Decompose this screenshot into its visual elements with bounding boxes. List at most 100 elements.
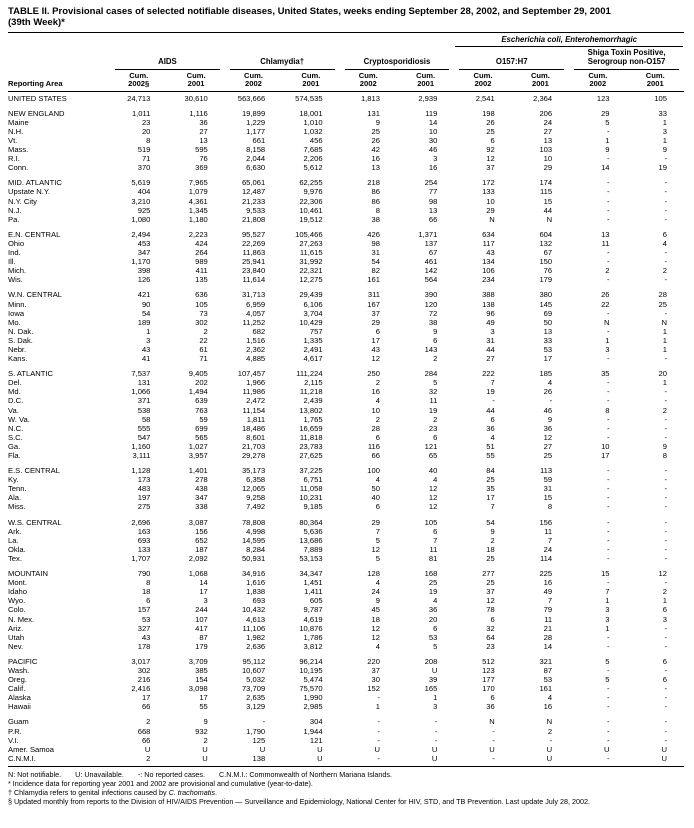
- row-value: 302: [195, 317, 208, 327]
- row-value: -: [377, 735, 380, 745]
- row-area: Mass.: [8, 145, 29, 155]
- row-value: U: [546, 753, 553, 763]
- row-value: 55: [486, 451, 495, 461]
- row-value: 58: [141, 414, 151, 424]
- row-value: 27,263: [299, 238, 323, 248]
- row-area: Ind.: [8, 248, 21, 258]
- row-value: 11,106: [242, 623, 266, 633]
- col-header: Cum. 2001: [167, 69, 225, 92]
- row-area: S. Dak.: [8, 335, 33, 345]
- table-row: MID. ATLANTIC 5,619 7,965 65,061 62,255 218 25…: [8, 178, 684, 187]
- row-value: 6: [433, 335, 438, 345]
- row-value: 6: [490, 693, 495, 703]
- row-value: 25: [658, 299, 667, 309]
- row-value: 11,863: [242, 248, 266, 258]
- row-value: -: [664, 578, 667, 588]
- row-value: 179: [539, 275, 553, 285]
- row-value: 21,808: [241, 214, 266, 224]
- row-value: 1: [146, 326, 151, 336]
- row-value: 2,696: [131, 517, 151, 527]
- row-area: Va.: [8, 405, 19, 415]
- row-value: 16: [543, 702, 553, 712]
- row-value: 19: [428, 405, 438, 415]
- col-group-label: Chlamydia†: [229, 56, 335, 70]
- row-value: 18: [486, 544, 495, 554]
- table-row: W.N. CENTRAL 421 636 31,713 29,439 311 390 388 3…: [8, 290, 684, 299]
- row-value: -: [664, 396, 667, 406]
- row-value: 6,751: [303, 475, 323, 485]
- row-value: 1,335: [303, 335, 323, 345]
- row-value: 12: [371, 544, 380, 554]
- row-value: 3: [203, 596, 208, 606]
- row-value: 7: [433, 535, 438, 545]
- table-row: Guam 2 9 - 304 - - N N - -: [8, 717, 684, 726]
- row-value: 117: [482, 238, 495, 248]
- row-value: 87: [199, 632, 208, 642]
- row-value: 43: [486, 248, 495, 258]
- row-value: 9: [547, 414, 553, 424]
- row-value: 198: [482, 108, 495, 118]
- row-value: 1,170: [131, 257, 151, 267]
- row-value: 1,790: [246, 726, 266, 736]
- row-area: MOUNTAIN: [8, 569, 48, 579]
- row-value: 9,976: [303, 187, 323, 197]
- row-value: 538: [137, 405, 151, 415]
- row-value: 639: [195, 396, 208, 406]
- row-value: 35: [601, 369, 610, 379]
- row-value: 71: [199, 354, 208, 364]
- row-value: 925: [137, 205, 151, 215]
- row-value: 105: [195, 299, 208, 309]
- row-value: 116: [367, 441, 380, 451]
- row-area: NEW ENGLAND: [8, 108, 65, 118]
- row-value: 15: [543, 493, 553, 503]
- row-value: 19: [658, 163, 667, 173]
- row-value: 35,173: [241, 466, 266, 476]
- row-value: 32: [486, 623, 495, 633]
- row-value: 244: [195, 605, 208, 615]
- row-value: 7,889: [303, 544, 323, 554]
- row-value: -: [664, 214, 667, 224]
- table-row: Mass. 519 595 8,158 7,685 42 46 92 103 9 9: [8, 145, 684, 154]
- row-value: 43: [371, 344, 380, 354]
- col-header: Cum. 2001: [396, 69, 455, 92]
- row-value: -: [606, 544, 610, 554]
- row-value: 168: [424, 569, 438, 579]
- row-value: 185: [539, 369, 553, 379]
- row-value: 17: [486, 493, 495, 503]
- row-value: 38: [371, 214, 380, 224]
- row-value: 2,115: [304, 378, 323, 388]
- table-row: D.C. 371 639 2,472 2,439 4 11 - - - -: [8, 396, 684, 405]
- table-row: N. Mex. 53 107 4,613 4,619 18 20 6 11 3 3: [8, 615, 684, 624]
- row-value: -: [606, 432, 610, 442]
- row-area: E.N. CENTRAL: [8, 229, 61, 239]
- row-value: 23,840: [241, 266, 266, 276]
- row-area: N.Y. City: [8, 196, 37, 206]
- row-value: -: [606, 702, 610, 712]
- row-value: 2: [146, 717, 151, 727]
- row-value: 370: [137, 163, 151, 173]
- row-value: 4: [375, 578, 380, 588]
- row-value: -: [664, 423, 667, 433]
- ecoli-banner-row: Escherichia coli, Enterohemorrhagic: [8, 33, 684, 47]
- row-value: -: [664, 553, 667, 563]
- row-value: -: [606, 396, 610, 406]
- row-area: Fla.: [8, 451, 21, 461]
- table-row: NEW ENGLAND 1,011 1,116 19,899 18,001 131 119 1…: [8, 109, 684, 118]
- row-value: 284: [424, 369, 438, 379]
- row-value: 37: [486, 587, 495, 597]
- row-value: 95,112: [242, 656, 266, 666]
- row-value: 17: [543, 354, 553, 364]
- row-value: 2,044: [246, 154, 266, 164]
- row-value: 105: [654, 93, 667, 103]
- col-header: Cum. 2002: [454, 69, 512, 92]
- row-value: 8: [146, 578, 151, 588]
- row-value: 4: [662, 238, 667, 248]
- row-value: 6,358: [246, 475, 266, 485]
- row-value: 4,885: [246, 354, 266, 364]
- row-value: 161: [367, 275, 380, 285]
- row-value: 2: [662, 405, 667, 415]
- row-value: N: [489, 214, 495, 224]
- row-value: 1: [662, 596, 667, 606]
- row-value: 4: [433, 475, 438, 485]
- row-value: 24,713: [127, 93, 151, 103]
